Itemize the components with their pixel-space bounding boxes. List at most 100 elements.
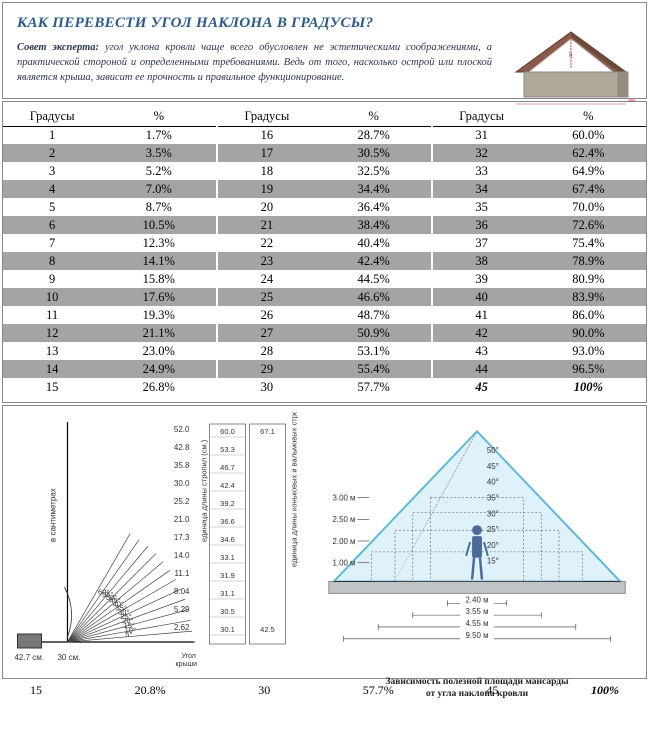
cell-deg: 17 <box>218 144 316 162</box>
svg-text:единица длины коньковых и валь: единица длины коньковых и вальмовых стро… <box>289 412 298 567</box>
table-row: 3878.9% <box>433 252 646 270</box>
table-row: 3775.4% <box>433 234 646 252</box>
cell-pct: 75.4% <box>531 234 646 252</box>
svg-text:20°: 20° <box>487 541 499 550</box>
svg-text:31.9: 31.9 <box>220 571 235 580</box>
angle-fan-diagram: 42.7 см. 30 см. Уголкрыши в сантиметрах … <box>9 412 310 672</box>
attic-caption: Зависимость полезной площади мансарды от… <box>314 677 640 700</box>
cell-pct: 10.5% <box>101 216 216 234</box>
cell-pct: 100% <box>531 378 646 396</box>
table-row: 2444.5% <box>218 270 431 288</box>
svg-text:35.8: 35.8 <box>174 461 190 470</box>
cell-deg: 6 <box>3 216 101 234</box>
svg-text:45°: 45° <box>487 462 499 471</box>
svg-text:30.5: 30.5 <box>220 607 235 616</box>
cell-deg: 32 <box>433 144 531 162</box>
svg-text:52.0: 52.0 <box>174 425 190 434</box>
cell-pct: 72.6% <box>531 216 646 234</box>
cell-pct: 90.0% <box>531 324 646 342</box>
cell-pct: 8.7% <box>101 198 216 216</box>
table-row: 4186.0% <box>433 306 646 324</box>
cell-deg: 4 <box>3 180 101 198</box>
cell-pct: 38.4% <box>316 216 431 234</box>
cell-pct: 5.2% <box>101 162 216 180</box>
table-row: 3672.6% <box>433 216 646 234</box>
cell-pct: 55.4% <box>316 360 431 378</box>
cell-deg: 45 <box>433 378 531 396</box>
table-row: 4083.9% <box>433 288 646 306</box>
cell-pct: 30.5% <box>316 144 431 162</box>
table-row: 2648.7% <box>218 306 431 324</box>
cell-deg: 26 <box>218 306 316 324</box>
cell-pct: 86.0% <box>531 306 646 324</box>
cell-pct: 96.5% <box>531 360 646 378</box>
cell-deg: 23 <box>218 252 316 270</box>
cell-pct: 46.6% <box>316 288 431 306</box>
cell-pct: 36.4% <box>316 198 431 216</box>
table-row: 1323.0% <box>3 342 216 360</box>
svg-text:2.50 м: 2.50 м <box>332 515 355 524</box>
col-header-deg: Градусы <box>3 108 101 127</box>
cell-pct: 15.8% <box>101 270 216 288</box>
cell-deg: 9 <box>3 270 101 288</box>
cell-deg: 44 <box>433 360 531 378</box>
cell-pct: 78.9% <box>531 252 646 270</box>
table-row: 2240.4% <box>218 234 431 252</box>
svg-text:30°: 30° <box>487 509 499 518</box>
svg-text:42.4: 42.4 <box>220 481 235 490</box>
cell-deg: 20 <box>218 198 316 216</box>
cell-deg: 19 <box>218 180 316 198</box>
svg-text:31.1: 31.1 <box>220 589 235 598</box>
cell-pct: 32.5% <box>316 162 431 180</box>
house-icon: h 4м <box>506 17 636 107</box>
table-row: 712.3% <box>3 234 216 252</box>
table-row: 2750.9% <box>218 324 431 342</box>
cell-pct: 24.9% <box>101 360 216 378</box>
conversion-column-2: Градусы%3160.0%3262.4%3364.9%3467.4%3570… <box>433 108 646 397</box>
cell-pct: 62.4% <box>531 144 646 162</box>
svg-text:42.5: 42.5 <box>260 625 275 634</box>
cell-deg: 13 <box>3 342 101 360</box>
table-row: 1832.5% <box>218 162 431 180</box>
svg-text:в сантиметрах: в сантиметрах <box>48 488 57 542</box>
table-row: 35.2% <box>3 162 216 180</box>
cell-pct: 3.5% <box>101 144 216 162</box>
table-row: 1119.3% <box>3 306 216 324</box>
svg-text:3.00 м: 3.00 м <box>332 494 355 503</box>
table-row: 47.0% <box>3 180 216 198</box>
cell-deg: 21 <box>218 216 316 234</box>
svg-text:5°: 5° <box>125 630 132 639</box>
table-row: 2546.6% <box>218 288 431 306</box>
cell-deg: 2 <box>3 144 101 162</box>
table-row: 11.7% <box>3 126 216 144</box>
col-header-deg: Градусы <box>218 108 316 127</box>
cell-pct: 14.1% <box>101 252 216 270</box>
cell-deg: 38 <box>433 252 531 270</box>
svg-text:4м: 4м <box>628 98 635 104</box>
cell-deg: 14 <box>3 360 101 378</box>
svg-text:25.2: 25.2 <box>174 497 190 506</box>
cell-pct: 80.9% <box>531 270 646 288</box>
table-row: 3980.9% <box>433 270 646 288</box>
cell-deg: 1 <box>3 126 101 144</box>
cell-pct: 34.4% <box>316 180 431 198</box>
table-row: 4290.0% <box>433 324 646 342</box>
table-row: 4496.5% <box>433 360 646 378</box>
svg-text:2.62: 2.62 <box>174 623 190 632</box>
table-row: 2955.4% <box>218 360 431 378</box>
cell-pct: 44.5% <box>316 270 431 288</box>
table-row: 2342.4% <box>218 252 431 270</box>
svg-text:60.0: 60.0 <box>220 427 235 436</box>
tables-row: Градусы%11.7%23.5%35.2%47.0%58.7%610.5%7… <box>3 108 646 397</box>
table-row: 3570.0% <box>433 198 646 216</box>
svg-text:30 см.: 30 см. <box>57 653 80 662</box>
cell-pct: 12.3% <box>101 234 216 252</box>
svg-text:11.1: 11.1 <box>175 569 191 578</box>
cell-deg: 31 <box>433 126 531 144</box>
svg-text:50°: 50° <box>487 446 499 455</box>
table-row: 3160.0% <box>433 126 646 144</box>
cell-pct: 7.0% <box>101 180 216 198</box>
cell-pct: 1.7% <box>101 126 216 144</box>
table-row: 814.1% <box>3 252 216 270</box>
attic-area-diagram: 50°45°40°35°30°25°20°15°3.00 м2.50 м2.00… <box>314 412 640 672</box>
